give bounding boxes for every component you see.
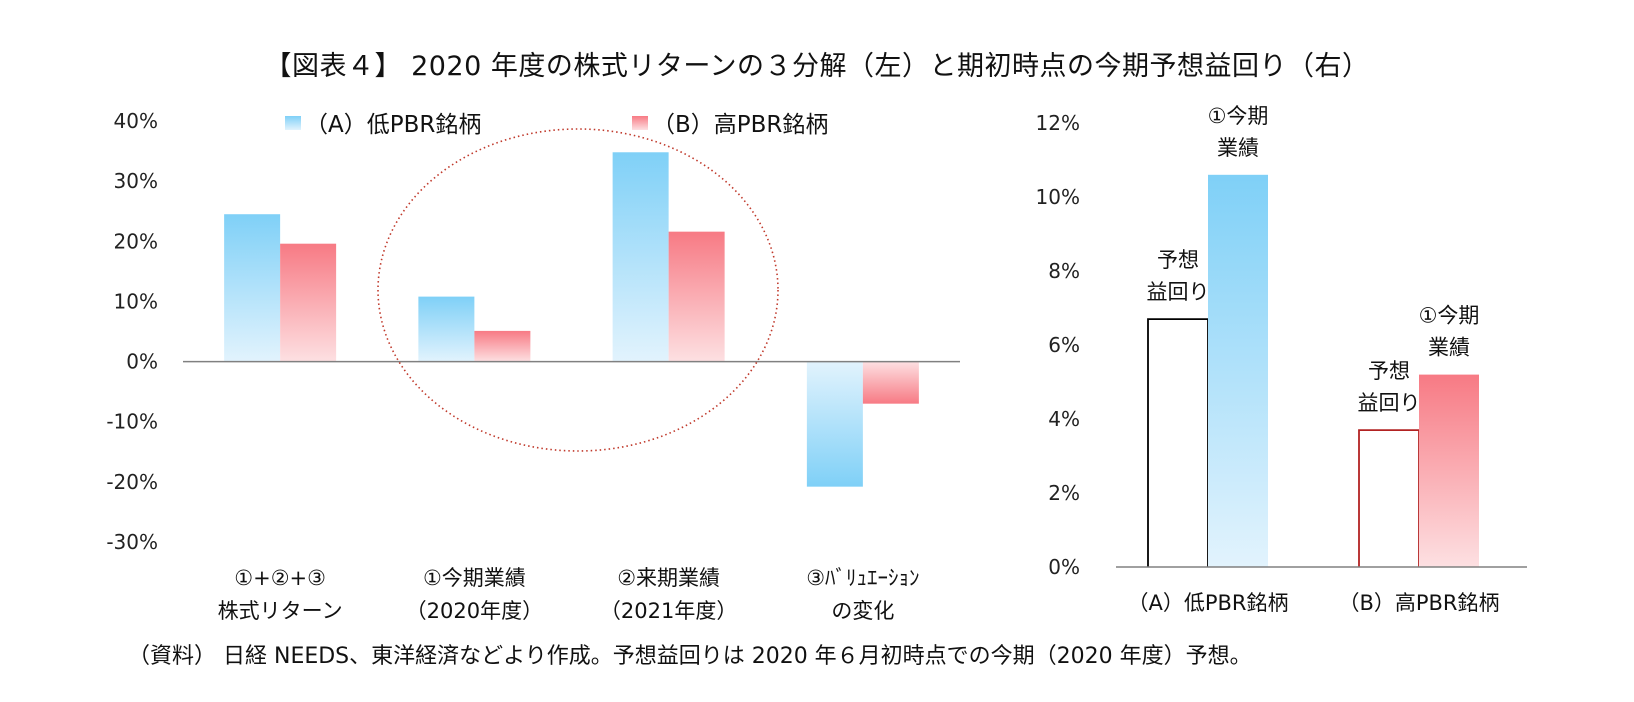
category-label: ③ﾊﾞﾘｭｴｰｼｮﾝ [806, 566, 919, 590]
yield-label: 益回り [1358, 391, 1421, 415]
y-tick-label: 2% [1048, 481, 1080, 505]
earnings-bar [1419, 374, 1479, 567]
category-label: ①+②+③ [234, 566, 326, 590]
y-tick-label: 0% [1048, 555, 1080, 579]
category-label: （2020年度） [406, 599, 543, 623]
y-tick-label: 12% [1036, 111, 1080, 135]
category-label: ②来期業績 [617, 566, 720, 590]
y-tick-label: -20% [106, 470, 158, 494]
category-label: （2021年度） [600, 599, 737, 623]
y-tick-label: 8% [1048, 259, 1080, 283]
y-tick-label: 40% [114, 109, 158, 133]
bar-low-pbr [224, 214, 281, 362]
bar-low-pbr [806, 361, 863, 487]
yield-label: 益回り [1147, 280, 1210, 304]
legend-swatch [285, 116, 301, 130]
highlight-ellipse [377, 128, 779, 452]
y-tick-label: 6% [1048, 333, 1080, 357]
earnings-bar [1208, 174, 1268, 568]
right-chart: 0%2%4%6%8%10%12%予想益回り①今期業績（A）低PBR銘柄予想益回り… [1036, 104, 1527, 615]
yield-outline-bar [1358, 429, 1420, 567]
y-tick-label: 0% [126, 350, 158, 374]
earnings-label: 業績 [1428, 336, 1470, 360]
yield-outline-bar [1147, 318, 1209, 567]
bar-high-pbr [280, 243, 337, 362]
left-chart: -30% -20% -10% 0% 10% 20% 30% 40% ①+②+③ 株式リターン ①今期… [106, 109, 960, 623]
earnings-label: ①今期 [1208, 104, 1269, 128]
y-tick-label: -10% [106, 410, 158, 434]
bar-low-pbr [612, 152, 669, 362]
bar-low-pbr [418, 296, 475, 362]
y-tick-label: 4% [1048, 407, 1080, 431]
earnings-label: ①今期 [1419, 304, 1480, 328]
source-note: （資料） 日経 NEEDS、東洋経済などより作成。予想益回りは 2020 年６月… [128, 644, 1252, 669]
y-tick-label: 10% [1036, 185, 1080, 209]
y-tick-label: 10% [114, 289, 158, 313]
y-tick-label: 30% [114, 169, 158, 193]
y-tick-label: 20% [114, 229, 158, 253]
y-tick-label: -30% [106, 530, 158, 554]
category-label: （B）高PBR銘柄 [1338, 591, 1499, 615]
category-label: （A）低PBR銘柄 [1127, 591, 1288, 615]
category-label: の変化 [831, 599, 894, 623]
legend-swatch [632, 116, 648, 130]
category-label: 株式リターン [218, 599, 343, 623]
bar-high-pbr [474, 330, 531, 362]
category-label: ①今期業績 [423, 566, 526, 590]
yield-label: 予想 [1157, 248, 1199, 272]
legend-label: （A）低PBR銘柄 [305, 112, 481, 138]
bar-high-pbr [668, 231, 725, 362]
legend-label: （B）高PBR銘柄 [652, 112, 828, 138]
yield-label: 予想 [1368, 359, 1410, 383]
earnings-label: 業績 [1217, 136, 1259, 160]
chart-title: 【図表４】 2020 年度の株式リターンの３分解（左）と期初時点の今期予想益回り… [264, 51, 1370, 82]
bar-high-pbr [862, 361, 919, 404]
